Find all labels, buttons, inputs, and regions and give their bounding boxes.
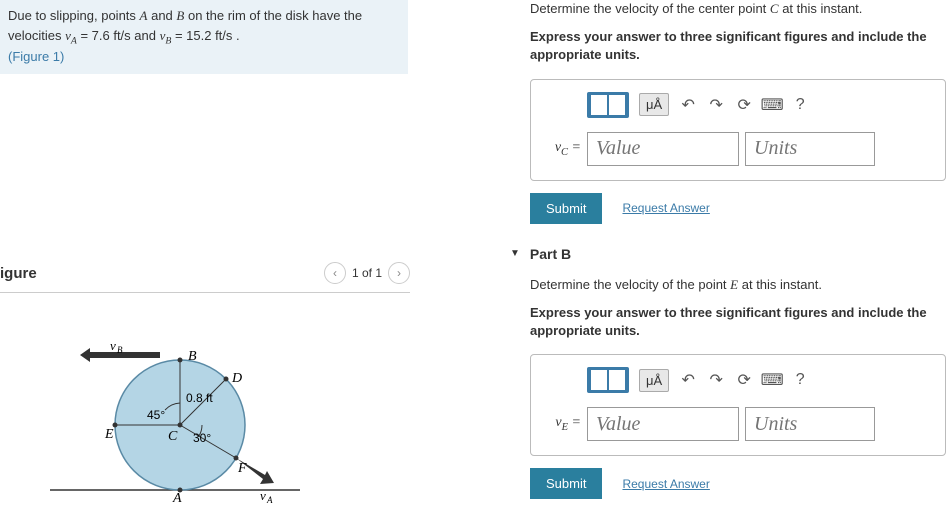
figure-link[interactable]: (Figure 1) (8, 49, 64, 64)
svg-text:F: F (237, 461, 247, 476)
template-button[interactable] (587, 92, 629, 118)
help-icon[interactable]: ? (791, 96, 809, 114)
units-button[interactable]: μÅ (639, 93, 669, 116)
part-b-var-label: vE = (545, 415, 581, 433)
reset-icon[interactable]: ⟳ (735, 96, 753, 114)
template-button[interactable] (587, 367, 629, 393)
svg-text:D: D (231, 371, 242, 386)
help-icon[interactable]: ? (791, 371, 809, 389)
collapse-icon: ▼ (510, 248, 520, 259)
figure-title: igure (0, 265, 37, 282)
keyboard-icon[interactable]: ⌨ (763, 371, 781, 389)
figure-position: 1 of 1 (352, 266, 382, 280)
part-b-question: Determine the velocity of the point E at… (530, 276, 946, 294)
part-a-value-input[interactable] (587, 132, 739, 166)
keyboard-icon[interactable]: ⌨ (763, 96, 781, 114)
svg-text:v: v (110, 340, 116, 353)
svg-text:30°: 30° (193, 431, 211, 445)
figure-diagram: vB B D E C F A vA 0.8 ft 45° 30° (50, 340, 300, 500)
part-a-request-answer-link[interactable]: Request Answer (622, 201, 709, 215)
undo-icon[interactable]: ↶ (679, 96, 697, 114)
part-b-toolbar: μÅ ↶ ↷ ⟳ ⌨ ? (587, 367, 931, 393)
part-a-question: Determine the velocity of the center poi… (530, 0, 946, 18)
problem-statement: Due to slipping, points A and B on the r… (0, 0, 408, 74)
figure-next-button[interactable]: › (388, 262, 410, 284)
svg-text:B: B (117, 345, 123, 355)
svg-text:v: v (260, 488, 266, 503)
redo-icon[interactable]: ↷ (707, 371, 725, 389)
figure-prev-button[interactable]: ‹ (324, 262, 346, 284)
svg-text:A: A (172, 491, 182, 505)
part-b-answer-panel: μÅ ↶ ↷ ⟳ ⌨ ? vE = (530, 354, 946, 456)
part-a-answer-panel: μÅ ↶ ↷ ⟳ ⌨ ? vC = (530, 79, 946, 181)
svg-text:B: B (188, 349, 197, 364)
part-b-header[interactable]: ▼ Part B (510, 246, 946, 262)
svg-text:0.8 ft: 0.8 ft (186, 391, 213, 405)
part-b-units-input[interactable] (745, 407, 875, 441)
part-a-submit-button[interactable]: Submit (530, 193, 602, 224)
undo-icon[interactable]: ↶ (679, 371, 697, 389)
part-a-toolbar: μÅ ↶ ↷ ⟳ ⌨ ? (587, 92, 931, 118)
svg-text:C: C (168, 429, 178, 444)
part-a-instruction: Express your answer to three significant… (530, 28, 946, 64)
part-b-value-input[interactable] (587, 407, 739, 441)
part-b-request-answer-link[interactable]: Request Answer (622, 477, 709, 491)
part-b-submit-button[interactable]: Submit (530, 468, 602, 499)
part-a-units-input[interactable] (745, 132, 875, 166)
svg-text:E: E (104, 427, 114, 442)
figure-header: igure ‹ 1 of 1 › (0, 262, 410, 293)
svg-text:A: A (266, 495, 273, 505)
part-b-instruction: Express your answer to three significant… (530, 304, 946, 340)
reset-icon[interactable]: ⟳ (735, 371, 753, 389)
redo-icon[interactable]: ↷ (707, 96, 725, 114)
units-button[interactable]: μÅ (639, 369, 669, 392)
svg-text:45°: 45° (147, 408, 165, 422)
part-a-var-label: vC = (545, 140, 581, 158)
problem-text: Due to slipping, points (8, 8, 140, 23)
